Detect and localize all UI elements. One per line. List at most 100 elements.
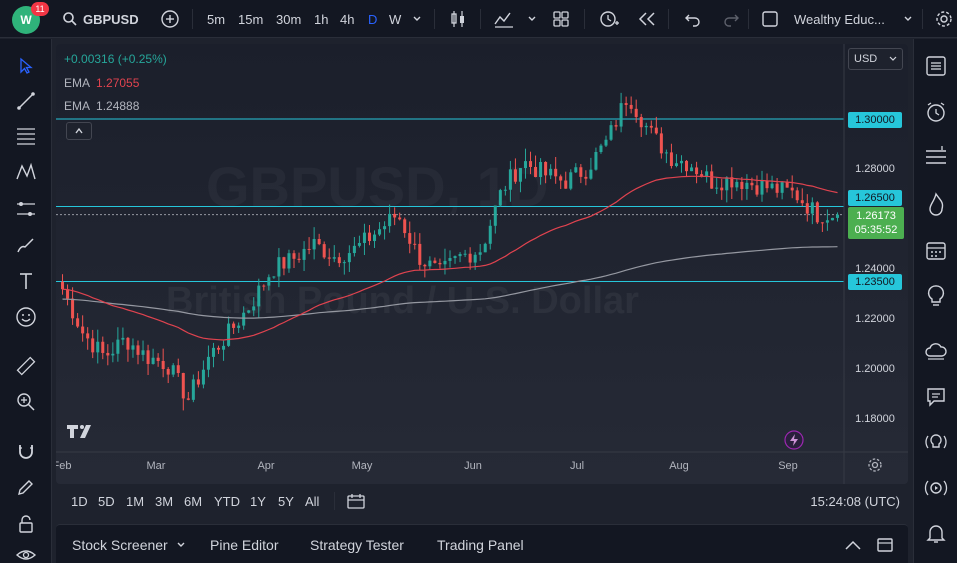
interval-1h[interactable]: 1h: [314, 11, 329, 27]
tab-stock-screener-label: Stock Screener: [72, 536, 168, 553]
flash-button[interactable]: [784, 430, 804, 455]
interval-15m[interactable]: 15m: [238, 11, 264, 27]
interval-dropdown[interactable]: [412, 0, 422, 38]
tab-trading-panel[interactable]: Trading Panel: [437, 536, 524, 553]
undo-icon: [685, 14, 700, 27]
tab-stock-screener[interactable]: Stock Screener: [72, 525, 186, 563]
candle-body: [609, 125, 613, 140]
layout-dropdown[interactable]: [903, 0, 913, 38]
redo-button[interactable]: [722, 0, 740, 38]
candle-body: [654, 127, 658, 134]
indicators-button[interactable]: [493, 0, 515, 38]
range-1m[interactable]: 1M: [126, 493, 145, 509]
cursor-tool[interactable]: [13, 53, 39, 79]
interval-5m[interactable]: 5m: [207, 11, 226, 27]
date-range-bar: 1D 5D 1M 3M 6M YTD 1Y 5Y All 15:24:08 (U…: [56, 486, 908, 516]
range-5d[interactable]: 5D: [98, 493, 115, 509]
alerts-button[interactable]: [923, 99, 949, 125]
brush-tool[interactable]: [13, 232, 39, 258]
scale-settings-button[interactable]: [867, 457, 883, 478]
plus-circle-icon: [161, 10, 179, 28]
tab-strategy-tester[interactable]: Strategy Tester: [310, 536, 404, 553]
magnet-tool[interactable]: [13, 438, 39, 464]
month-jul: Jul: [569, 460, 585, 472]
timezone-clock[interactable]: 15:24:08 (UTC): [810, 493, 900, 509]
interval-30m[interactable]: 30m: [276, 11, 302, 27]
range-ytd[interactable]: YTD: [214, 493, 240, 509]
goto-date-button[interactable]: [346, 486, 366, 516]
zoom-tool[interactable]: [13, 389, 39, 415]
range-5y[interactable]: 5Y: [278, 493, 294, 509]
tv-logo-icon: [67, 425, 91, 438]
hide-drawings-tool[interactable]: [13, 542, 39, 563]
replay-button[interactable]: [637, 0, 657, 38]
range-1y[interactable]: 1Y: [250, 493, 266, 509]
grid-icon: [553, 11, 569, 27]
candle-body: [810, 202, 814, 214]
tradingview-logo-icon: [66, 422, 100, 445]
measure-tool[interactable]: [13, 353, 39, 379]
layout-name[interactable]: Wealthy Educ...: [794, 11, 885, 27]
interval-4h[interactable]: 4h: [340, 11, 355, 27]
chart-type-button[interactable]: [448, 0, 468, 38]
candle-body: [503, 189, 507, 191]
expand-panel-button[interactable]: [844, 525, 862, 563]
indicators-dropdown[interactable]: [527, 0, 537, 38]
chats-button[interactable]: [923, 384, 949, 410]
candle-body: [664, 152, 668, 154]
undo-button[interactable]: [684, 0, 702, 38]
object-tree-button[interactable]: [923, 144, 949, 170]
compare-button[interactable]: [160, 0, 180, 38]
templates-button[interactable]: [552, 0, 570, 38]
data-window-icon: [926, 146, 946, 164]
calendar-icon: [347, 494, 365, 509]
minds-button[interactable]: [923, 429, 949, 455]
trendline-tool[interactable]: [13, 88, 39, 114]
ema-fast-legend[interactable]: EMA 1.27055: [64, 76, 139, 90]
candle-body: [66, 289, 70, 299]
range-6m[interactable]: 6M: [184, 493, 203, 509]
ema-slow-legend[interactable]: EMA 1.24888: [64, 99, 139, 113]
text-icon: [20, 273, 32, 289]
text-tool[interactable]: [13, 268, 39, 294]
magnet-icon: [19, 445, 33, 459]
legend-collapse-button[interactable]: [66, 122, 92, 140]
candle-body: [211, 347, 215, 357]
tab-pine-editor[interactable]: Pine Editor: [210, 536, 279, 553]
watchlist-button[interactable]: [923, 53, 949, 79]
lock-tool[interactable]: [13, 511, 39, 537]
maximize-panel-button[interactable]: [876, 525, 894, 563]
calendar-button[interactable]: [923, 237, 949, 263]
list-icon: [926, 56, 946, 76]
candle-body: [679, 160, 683, 164]
pattern-tool[interactable]: [13, 159, 39, 185]
candle-body: [257, 285, 261, 307]
streams-button[interactable]: [923, 338, 949, 364]
candle-body: [488, 225, 492, 244]
fib-tool[interactable]: [13, 123, 39, 149]
chart-pane[interactable]: GBPUSD, 1D British Pound / U.S. Dollar +…: [56, 44, 908, 484]
hotlists-button[interactable]: [923, 191, 949, 217]
layout-button[interactable]: [761, 0, 779, 38]
candle-body: [770, 183, 774, 189]
alert-button[interactable]: [598, 0, 620, 38]
range-1d[interactable]: 1D: [71, 493, 88, 509]
drawing-mode-tool[interactable]: [13, 474, 39, 500]
last-price-tag: 1.26173 05:35:52: [848, 207, 904, 239]
forecast-tool[interactable]: [13, 196, 39, 222]
candle-body: [287, 253, 291, 269]
candle-body: [443, 260, 447, 265]
ideas-button[interactable]: [923, 283, 949, 309]
range-all[interactable]: All: [305, 493, 320, 509]
currency-select[interactable]: USD: [848, 48, 903, 70]
emoji-tool[interactable]: [13, 304, 39, 330]
candle-body: [820, 222, 824, 224]
broadcast-button[interactable]: [923, 475, 949, 501]
candle-body: [418, 243, 422, 265]
range-3m[interactable]: 3M: [155, 493, 174, 509]
settings-button[interactable]: [934, 0, 954, 38]
interval-d[interactable]: D: [368, 11, 378, 27]
symbol-search[interactable]: GBPUSD: [62, 0, 139, 38]
notifications-button[interactable]: [923, 520, 949, 546]
interval-w[interactable]: W: [389, 11, 402, 27]
